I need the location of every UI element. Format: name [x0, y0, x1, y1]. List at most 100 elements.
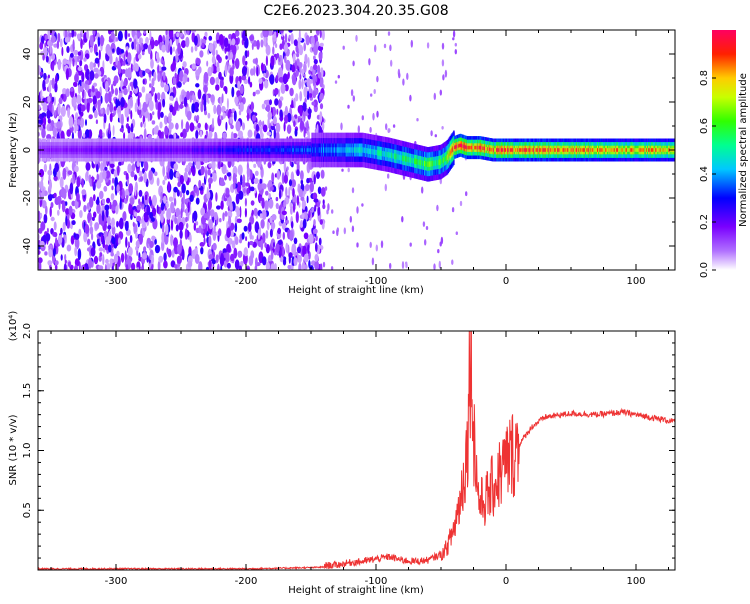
noise-speck — [96, 173, 100, 182]
noise-speck — [259, 196, 263, 202]
noise-speck — [374, 44, 377, 53]
noise-speck — [216, 54, 221, 61]
noise-speck — [283, 174, 288, 184]
noise-speck — [274, 31, 277, 37]
noise-speck — [254, 265, 258, 270]
ridge-mark — [439, 159, 441, 165]
noise-speck — [215, 254, 219, 263]
noise-speck — [238, 190, 244, 200]
ridge-mark — [260, 148, 262, 152]
noise-speck — [89, 129, 92, 139]
noise-speck — [300, 220, 304, 228]
noise-speck — [154, 238, 157, 245]
ridge-mark — [496, 148, 499, 152]
ridge-mark — [64, 148, 66, 152]
noise-speck — [48, 174, 51, 182]
noise-speck — [224, 64, 228, 77]
noise-speck — [166, 247, 169, 254]
noise-speck — [260, 239, 264, 251]
noise-speck — [174, 72, 177, 79]
ridge-mark — [554, 148, 556, 152]
noise-speck — [275, 196, 279, 202]
noise-speck — [89, 35, 93, 47]
ridge-mark — [55, 148, 57, 152]
noise-speck — [224, 86, 228, 95]
noise-speck — [284, 114, 289, 124]
noise-speck — [100, 162, 104, 172]
noise-speck — [169, 168, 174, 180]
ridge-mark — [115, 148, 117, 152]
noise-speck — [154, 171, 158, 177]
noise-speck — [120, 49, 124, 54]
noise-speck — [170, 218, 174, 231]
noise-speck — [255, 57, 258, 65]
noise-speck — [265, 55, 268, 66]
ridge-mark — [86, 148, 88, 152]
noise-speck — [44, 34, 48, 40]
noise-speck — [217, 160, 221, 170]
ridge-mark — [65, 148, 67, 152]
noise-speck — [225, 187, 230, 196]
noise-speck — [312, 192, 318, 200]
noise-speck — [42, 102, 48, 112]
ridge-mark — [435, 160, 437, 166]
ridge-mark — [79, 148, 81, 152]
ridge-mark — [378, 150, 380, 156]
figure-title: C2E6.2023.304.20.35.G08 — [263, 3, 448, 19]
noise-speck — [107, 49, 113, 57]
noise-speck — [111, 217, 115, 228]
noise-speck — [212, 230, 217, 242]
noise-speck — [384, 183, 387, 192]
noise-speck — [215, 192, 218, 202]
ridge-mark — [449, 150, 451, 156]
noise-speck — [232, 181, 236, 190]
noise-speck — [157, 260, 161, 270]
ridge-mark — [255, 148, 258, 152]
noise-speck — [208, 259, 212, 269]
ridge-mark — [47, 148, 49, 152]
noise-speck — [260, 219, 265, 229]
noise-speck — [292, 201, 296, 213]
ridge-mark — [138, 148, 140, 152]
ridge-mark — [534, 148, 536, 152]
ridge-mark — [192, 148, 194, 152]
noise-speck — [53, 232, 58, 238]
ridge-mark — [267, 148, 269, 152]
noise-speck — [351, 225, 355, 233]
ridge-mark — [436, 160, 438, 166]
noise-speck — [94, 73, 99, 79]
noise-speck — [220, 200, 224, 210]
noise-speck — [137, 41, 139, 52]
ridge-mark — [433, 160, 435, 166]
noise-speck — [426, 42, 430, 49]
ridge-mark — [166, 148, 168, 152]
noise-speck — [173, 197, 177, 207]
noise-speck — [438, 260, 441, 269]
noise-speck — [162, 35, 166, 43]
ridge-mark — [275, 148, 278, 152]
noise-speck — [143, 160, 149, 172]
noise-speck — [184, 228, 188, 240]
noise-speck — [161, 222, 165, 234]
ridge-mark — [507, 148, 509, 152]
noise-speck — [304, 97, 307, 104]
ridge-mark — [477, 145, 480, 150]
noise-speck — [229, 67, 234, 77]
noise-speck — [322, 261, 326, 268]
noise-speck — [124, 30, 128, 40]
ridge-mark — [345, 147, 347, 153]
ridge-mark — [531, 148, 533, 152]
noise-speck — [112, 48, 115, 53]
noise-speck — [149, 30, 152, 40]
ridge-mark — [233, 148, 235, 152]
ridge-mark — [134, 148, 137, 152]
ridge-mark — [418, 159, 420, 165]
noise-speck — [385, 123, 388, 131]
ridge-mark — [549, 148, 551, 152]
noise-speck — [47, 118, 51, 124]
ridge-mark — [502, 148, 504, 152]
ridge-mark — [102, 148, 105, 152]
noise-speck — [116, 46, 121, 56]
ridge-mark — [163, 148, 166, 152]
noise-speck — [143, 246, 147, 253]
